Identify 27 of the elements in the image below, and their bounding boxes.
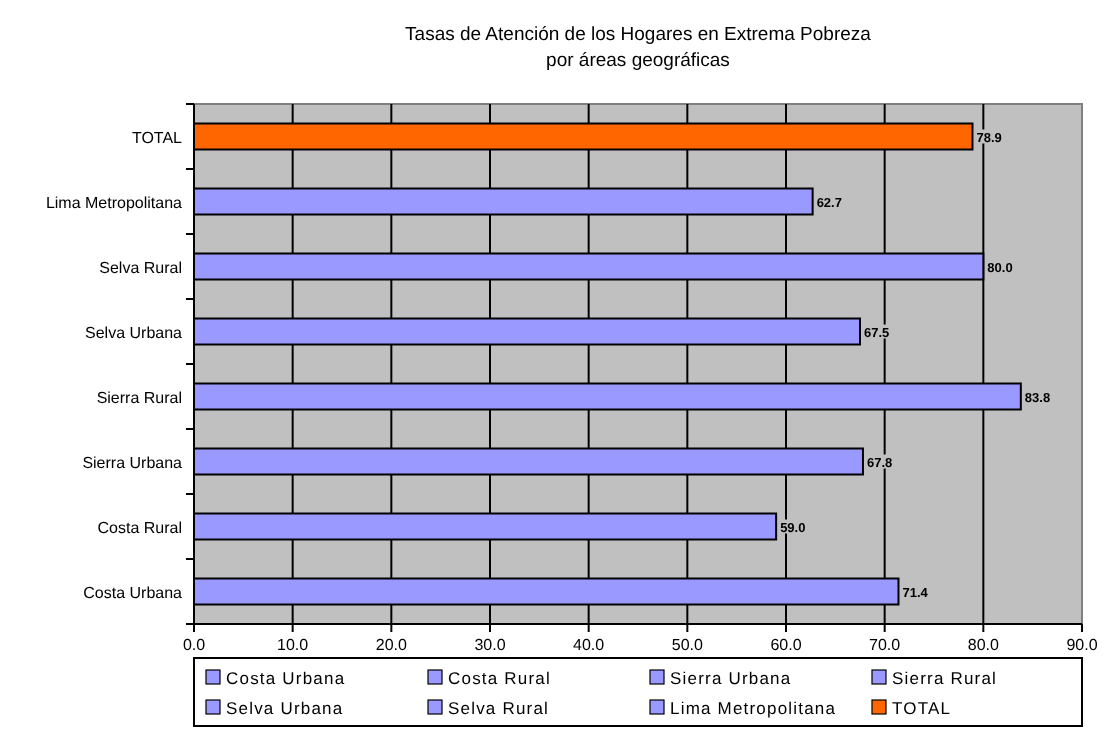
legend-label: Sierra Urbana xyxy=(670,668,792,688)
x-tick-label: 50.0 xyxy=(671,636,704,654)
legend-label: Selva Urbana xyxy=(226,698,344,718)
x-tick-label: 30.0 xyxy=(474,636,507,654)
y-tick-label: Selva Rural xyxy=(99,258,183,277)
x-tick-label: 80.0 xyxy=(967,636,1000,654)
legend-label: Selva Rural xyxy=(448,698,550,718)
x-tick-label: 40.0 xyxy=(573,636,606,654)
legend-label: TOTAL xyxy=(892,698,952,718)
chart-title: Tasas de Atención de los Hogares en Extrema Pobreza por áreas geográficas xyxy=(405,24,873,72)
legend-label: Lima Metropolitana xyxy=(670,698,837,718)
legend-label: Costa Rural xyxy=(448,668,551,688)
y-tick-label: TOTAL xyxy=(131,128,184,147)
x-tick-label: 70.0 xyxy=(869,636,902,654)
x-tick-label: 0.0 xyxy=(182,636,207,654)
y-tick-label: Sierra Urbana xyxy=(82,453,184,472)
legend-label: Costa Urbana xyxy=(226,668,346,688)
x-tick-label: 90.0 xyxy=(1066,636,1099,654)
y-tick-label: Costa Urbana xyxy=(83,583,184,602)
legend-label: Sierra Rural xyxy=(892,668,998,688)
x-tick-label: 20.0 xyxy=(375,636,408,654)
x-tick-label: 10.0 xyxy=(277,636,310,654)
y-tick-label: Selva Urbana xyxy=(85,323,184,342)
x-tick-label: 60.0 xyxy=(770,636,803,654)
y-tick-label: Lima Metropolitana xyxy=(45,193,184,212)
y-tick-label: Sierra Rural xyxy=(96,388,183,407)
y-tick-label: Costa Rural xyxy=(97,518,183,537)
